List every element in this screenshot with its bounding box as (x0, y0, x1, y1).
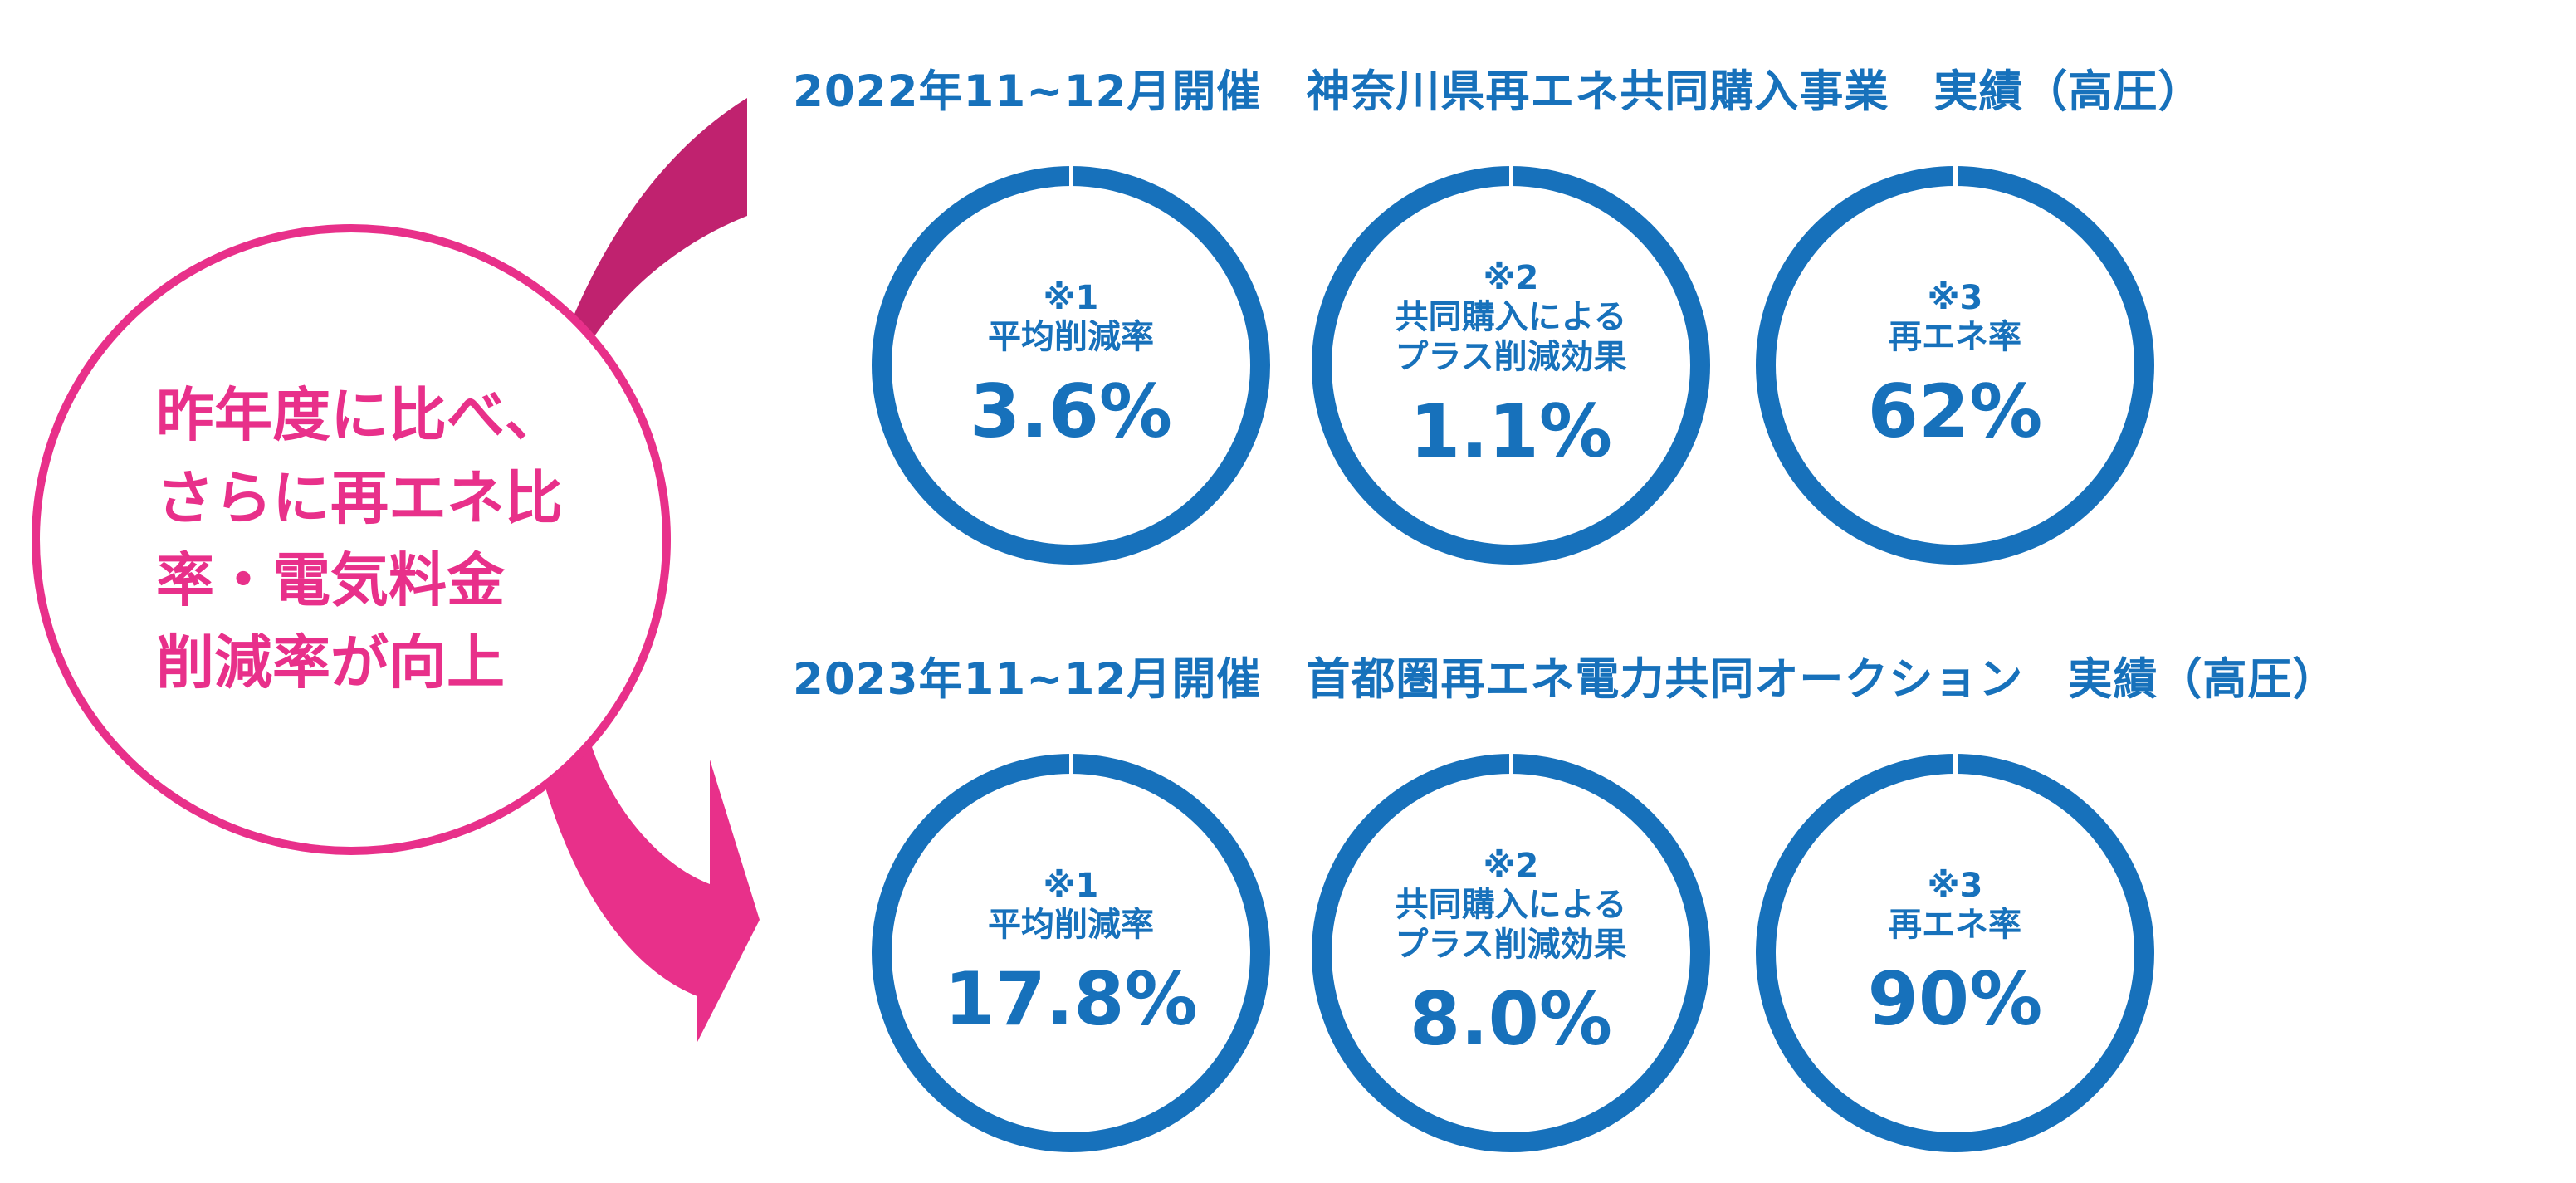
metric-value: 17.8% (944, 956, 1198, 1042)
footnote-mark: ※2 (1483, 258, 1539, 297)
arrow-up-icon (555, 98, 747, 365)
metric-value: 3.6% (969, 368, 1173, 454)
arrow-down-icon (531, 706, 760, 1042)
footnote-mark: ※1 (1043, 278, 1099, 317)
headline-line: 削減率が向上 (156, 628, 505, 697)
metric-ring-2023-joint-effect: ※2 共同購入による プラス削減効果 8.0% (1312, 753, 1710, 1152)
metric-label: プラス削減効果 (1395, 337, 1627, 376)
metric-value: 90% (1867, 956, 2043, 1042)
metric-value: 1.1% (1409, 388, 1613, 474)
footnote-mark: ※3 (1927, 278, 1983, 317)
metric-ring-2022-reduction: ※1 平均削減率 3.6% (872, 165, 1270, 565)
section-title-2022: 2022年11~12月開催 神奈川県再エネ共同購入事業 実績（高圧） (793, 66, 2203, 117)
metric-label: 共同購入による (1395, 885, 1627, 924)
metric-ring-2023-reduction: ※1 平均削減率 17.8% (872, 753, 1270, 1152)
section-title-2023: 2023年11~12月開催 首都圏再エネ電力共同オークション 実績（高圧） (793, 654, 2338, 705)
headline-line: 昨年度に比べ、 (156, 381, 563, 450)
metric-ring-2023-renewable: ※3 再エネ率 90% (1756, 753, 2154, 1152)
metric-value: 62% (1867, 368, 2043, 454)
footnote-mark: ※2 (1483, 846, 1539, 885)
summary-circle: 昨年度に比べ、 さらに再エネ比 率・電気料金 削減率が向上 (32, 224, 671, 855)
footnote-mark: ※1 (1043, 866, 1099, 905)
metric-value: 8.0% (1409, 975, 1613, 1062)
metric-label: 再エネ率 (1889, 905, 2021, 944)
summary-headline: 昨年度に比べ、 さらに再エネ比 率・電気料金 削減率が向上 (139, 374, 563, 705)
metric-label: 平均削減率 (988, 905, 1154, 944)
metric-ring-2022-renewable: ※3 再エネ率 62% (1756, 165, 2154, 565)
headline-line: 率・電気料金 (156, 546, 505, 614)
metric-label: 再エネ率 (1889, 317, 2021, 356)
metric-label: 共同購入による (1395, 297, 1627, 336)
headline-line: さらに再エネ比 (156, 463, 563, 532)
metric-label: 平均削減率 (988, 317, 1154, 356)
metric-ring-2022-joint-effect: ※2 共同購入による プラス削減効果 1.1% (1312, 165, 1710, 565)
footnote-mark: ※3 (1927, 866, 1983, 905)
metric-label: プラス削減効果 (1395, 925, 1627, 964)
